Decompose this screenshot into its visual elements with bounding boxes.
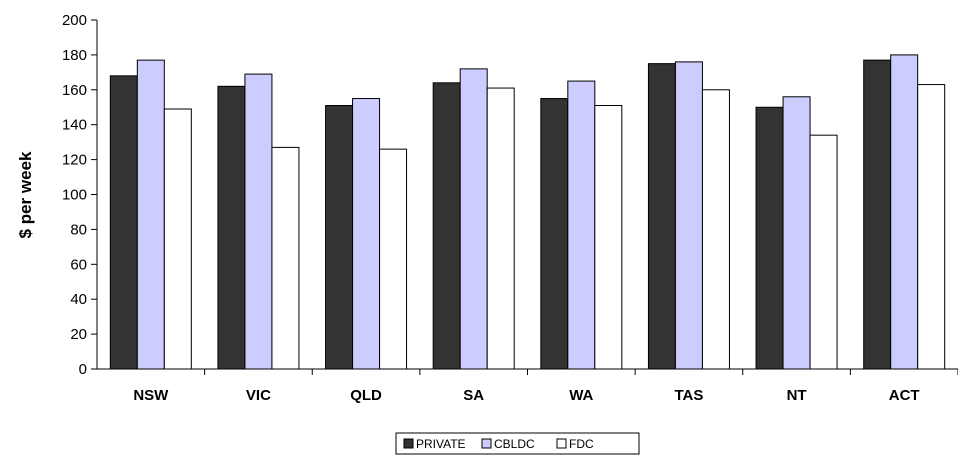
legend-box (395, 432, 640, 455)
bar-cbldc-act (890, 54, 919, 370)
x-category-label: TAS (674, 387, 703, 404)
y-tick-label: 60 (70, 256, 87, 273)
bar-fdc-nsw (163, 108, 192, 370)
y-tick-label: 200 (62, 12, 87, 29)
bar-private-sa (432, 82, 461, 370)
bar-fdc-qld (379, 148, 408, 370)
bar-cbldc-qld (352, 98, 381, 370)
y-tick-label: 160 (62, 82, 87, 99)
bar-private-tas (647, 63, 676, 370)
bar-cbldc-wa (567, 80, 596, 370)
y-tick-label: 0 (79, 361, 87, 378)
legend-swatch (556, 438, 567, 449)
bar-fdc-sa (486, 87, 515, 370)
y-tick-label: 20 (70, 326, 87, 343)
x-category-label: NSW (133, 387, 169, 404)
bar-private-nt (755, 106, 784, 370)
legend-swatch (481, 438, 492, 449)
y-axis: 0 20 40 60 80 100 120 140 160 180 200 (62, 12, 98, 378)
x-category-label: SA (463, 387, 484, 404)
y-tick-label: 100 (62, 187, 87, 204)
legend-entry: CBLDC (494, 437, 535, 451)
y-tick-label: 120 (62, 152, 87, 169)
y-tick-label: 40 (70, 291, 87, 308)
bar-fdc-nt (809, 134, 838, 370)
bar-cbldc-tas (674, 61, 703, 370)
legend-swatch (403, 438, 414, 449)
x-category-label: ACT (889, 387, 920, 404)
x-category-label: VIC (246, 387, 271, 404)
y-tick-label: 80 (70, 221, 87, 238)
bar-cbldc-nsw (136, 59, 165, 370)
bar-fdc-vic (271, 146, 300, 370)
x-category-label: QLD (350, 387, 382, 404)
bar-fdc-wa (594, 105, 623, 370)
x-category-label: WA (569, 387, 593, 404)
bar-cbldc-sa (459, 68, 488, 370)
bar-private-wa (540, 98, 569, 370)
y-tick-label: 140 (62, 117, 87, 134)
x-axis: NSW VIC QLD SA WA TAS NT ACT (97, 368, 958, 404)
bar-fdc-act (917, 84, 946, 370)
y-tick-label: 180 (62, 47, 87, 64)
bars (109, 54, 946, 370)
bar-private-nsw (109, 75, 138, 370)
bar-private-qld (325, 105, 354, 370)
legend-entry: FDC (569, 437, 594, 451)
bar-fdc-tas (701, 89, 730, 370)
y-axis-title: $ per week (16, 151, 35, 238)
bar-cbldc-nt (782, 96, 811, 370)
x-category-label: NT (787, 387, 807, 404)
legend-entry: PRIVATE (416, 437, 466, 451)
bar-private-vic (217, 85, 246, 370)
bar-private-act (863, 59, 892, 370)
legend: PRIVATE CBLDC FDC (395, 432, 640, 455)
bar-cbldc-vic (244, 73, 273, 370)
